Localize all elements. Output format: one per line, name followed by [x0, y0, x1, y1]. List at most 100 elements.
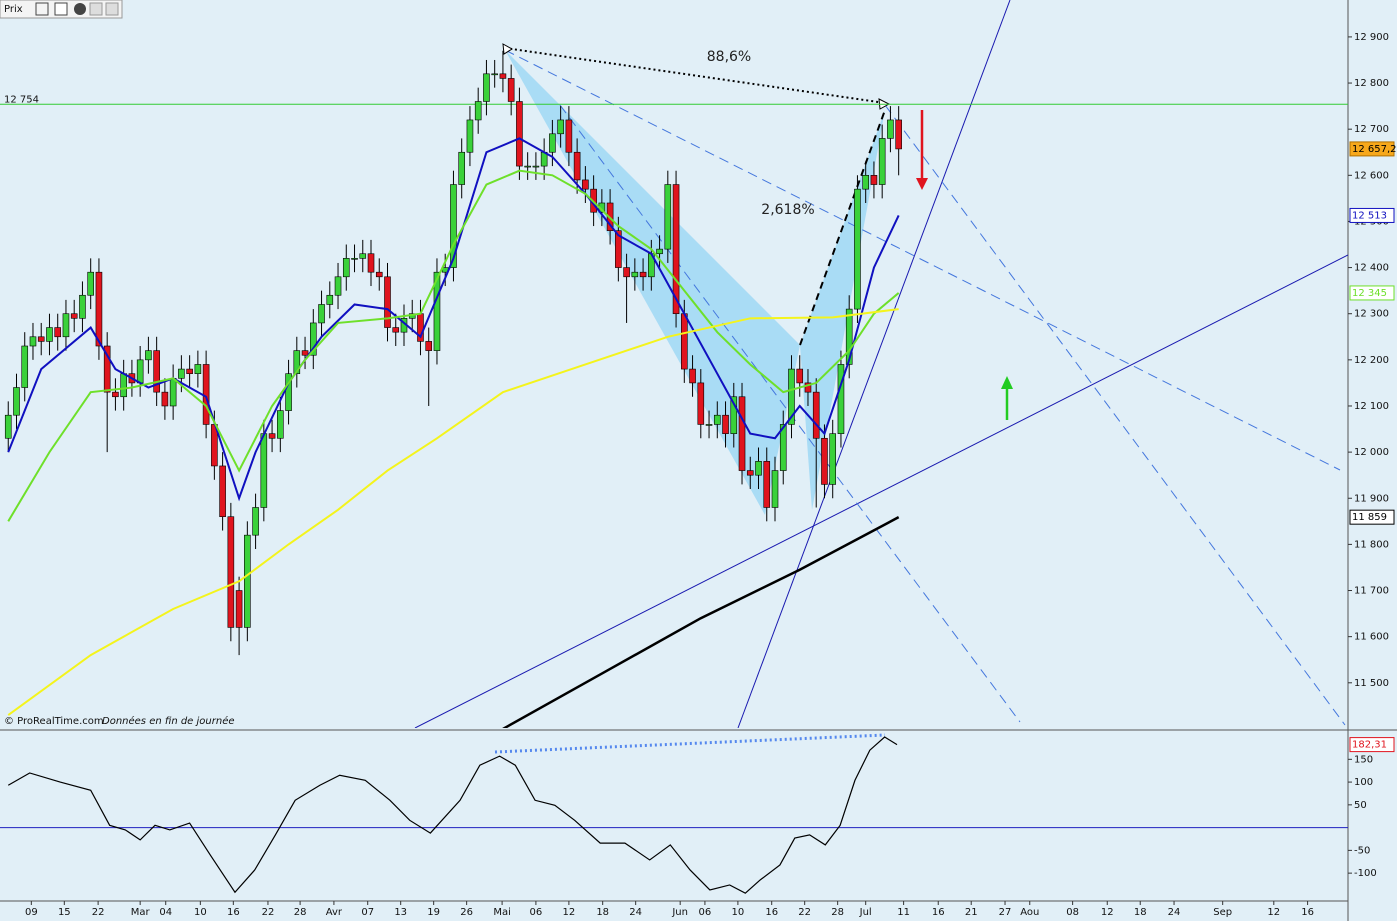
candle-body: [532, 165, 540, 168]
candle-body: [46, 327, 53, 342]
candle-body: [87, 271, 94, 296]
window-icon[interactable]: [54, 2, 68, 16]
candle-body: [318, 304, 325, 324]
x-tick-label: Mar: [131, 907, 151, 918]
candle-body: [895, 119, 902, 150]
x-tick-label: 16: [227, 907, 240, 918]
retracement-line: [799, 109, 886, 346]
candles: [4, 50, 902, 728]
x-tick-label: 22: [262, 907, 275, 918]
x-tick-label: 19: [427, 907, 440, 918]
y-tick-label: 50: [1354, 800, 1367, 811]
candle-body: [29, 336, 37, 347]
candle-body: [705, 424, 713, 426]
candle-body: [384, 276, 391, 328]
x-tick-label: 22: [798, 907, 811, 918]
x-tick-label: Jun: [671, 907, 688, 918]
candle-body: [13, 387, 20, 416]
x-tick-label: 15: [58, 907, 71, 918]
y-tick-label: 150: [1354, 754, 1373, 765]
candle-body: [639, 271, 647, 278]
y-tick-label: -100: [1354, 868, 1377, 879]
candle-body: [615, 230, 622, 268]
moving-average: [7, 169, 900, 522]
candle-body: [681, 313, 688, 370]
source: © ProRealTime.com: [4, 716, 104, 727]
indicator-drawings: [494, 733, 886, 754]
candle-body: [854, 188, 861, 310]
channel-line: [884, 104, 1346, 726]
x-tick-label: Sep: [1213, 907, 1232, 918]
candle-body: [466, 119, 474, 153]
header: Prix: [0, 0, 123, 19]
x-tick-label: Jul: [859, 907, 872, 918]
candle-body: [829, 433, 837, 485]
candle-body: [516, 101, 523, 167]
x-tick-label: 06: [530, 907, 543, 918]
candle-body: [507, 78, 515, 102]
candle-body: [491, 73, 498, 76]
y-tick-label: 12 600: [1354, 170, 1389, 181]
up-arrow-head: [1001, 376, 1013, 389]
price-tag: [1349, 207, 1395, 223]
candle-body: [54, 327, 62, 338]
candle-body: [161, 391, 169, 407]
candle-body: [821, 437, 828, 485]
x-tick-label: 12: [1267, 907, 1280, 918]
candle-body: [4, 414, 12, 439]
y-tick-label: -50: [1354, 845, 1370, 856]
price-tag-label: 12 345: [1352, 288, 1387, 299]
candle-body: [342, 258, 350, 278]
candle-body: [178, 368, 185, 379]
plot: 12 754: [0, 50, 1348, 894]
candle-body: [136, 359, 144, 384]
y-tick-label: 12 200: [1354, 355, 1389, 366]
price-tag: [1349, 285, 1395, 301]
candle-body: [235, 590, 243, 628]
candle-body: [293, 350, 301, 374]
y-tick-label: 12 800: [1354, 78, 1389, 89]
y-tick-label: 11 600: [1354, 632, 1389, 643]
candle-body: [738, 396, 746, 471]
x-tick-label: 08: [1066, 907, 1079, 918]
pattern-area: [800, 110, 885, 510]
indicator-line: [7, 736, 898, 894]
x-tick-label: 27: [999, 907, 1012, 918]
candle-body: [277, 410, 284, 439]
candle-body: [804, 382, 812, 393]
candle-body: [62, 313, 70, 338]
down-icon[interactable]: [105, 2, 119, 16]
candle-body: [153, 350, 160, 393]
x-tick-label: 24: [1168, 907, 1181, 918]
candle-body: [887, 119, 894, 139]
x-tick-label: 07: [361, 907, 374, 918]
y-tick-label: 100: [1354, 777, 1373, 788]
price-tag-label: 11 859: [1352, 512, 1387, 523]
candle-body: [779, 424, 787, 471]
x-tick-label: 16: [765, 907, 778, 918]
x-tick-label: 10: [732, 907, 745, 918]
candle-body: [309, 322, 317, 356]
x-tick-label: 16: [1301, 907, 1314, 918]
candle-body: [812, 391, 820, 439]
x-tick-label: 21: [965, 907, 978, 918]
candle-body: [334, 276, 342, 296]
y-tick-label: 12 300: [1354, 309, 1389, 320]
y-tick-label: 12 900: [1354, 32, 1389, 43]
candle-body: [771, 470, 779, 508]
x-tick-label: 16: [932, 907, 945, 918]
candle-body: [870, 175, 878, 185]
x-tick-label: 12: [563, 907, 576, 918]
candle-body: [573, 151, 581, 181]
trendline: [414, 254, 1348, 728]
candle-body: [70, 313, 78, 319]
candle-body: [359, 253, 367, 259]
up-icon[interactable]: [89, 2, 103, 16]
y-tick-label: 11 900: [1354, 493, 1389, 504]
tool-icon[interactable]: [35, 2, 49, 16]
close-icon[interactable]: [74, 3, 86, 15]
trendline: [737, 0, 1011, 728]
panel-title: Prix: [4, 4, 23, 15]
candle-body: [244, 534, 251, 628]
